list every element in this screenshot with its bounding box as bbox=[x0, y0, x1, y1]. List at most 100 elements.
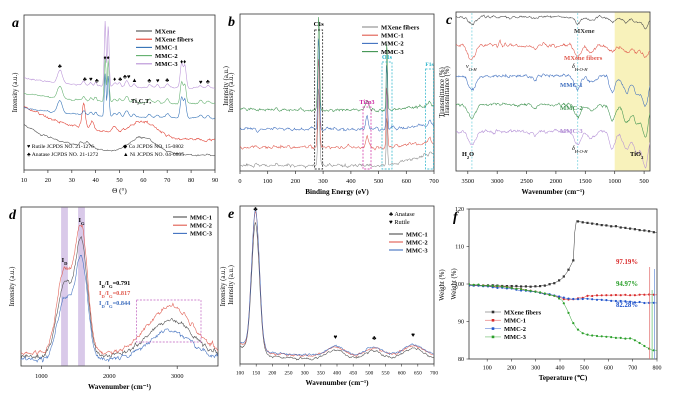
svg-text:MMC-1: MMC-1 bbox=[155, 45, 178, 52]
svg-text:MMC-2: MMC-2 bbox=[190, 223, 212, 230]
svg-text:300: 300 bbox=[301, 371, 309, 377]
svg-text:ID/IG=0.791: ID/IG=0.791 bbox=[99, 280, 130, 289]
svg-text:F1s: F1s bbox=[425, 62, 433, 68]
svg-text:200: 200 bbox=[507, 366, 516, 372]
svg-text:1000: 1000 bbox=[35, 373, 48, 380]
svg-text:MXene fibers: MXene fibers bbox=[155, 37, 194, 44]
svg-text:110: 110 bbox=[455, 245, 464, 251]
svg-text:♥: ♥ bbox=[156, 78, 160, 84]
svg-text:Intensity (a.u.): Intensity (a.u.) bbox=[228, 265, 235, 305]
svg-text:400: 400 bbox=[346, 178, 355, 185]
svg-text:1500: 1500 bbox=[579, 178, 592, 185]
svg-text:b: b bbox=[228, 15, 235, 30]
svg-text:♣: ♣ bbox=[165, 78, 169, 84]
svg-text:350: 350 bbox=[317, 371, 325, 377]
svg-text:Intensity (a.u.): Intensity (a.u.) bbox=[228, 73, 235, 113]
svg-text:d: d bbox=[9, 208, 17, 223]
svg-text:♣: ♣ bbox=[206, 79, 210, 85]
svg-text:MMC-3: MMC-3 bbox=[406, 247, 428, 254]
svg-text:650: 650 bbox=[414, 371, 422, 377]
svg-text:2000: 2000 bbox=[103, 373, 116, 380]
svg-text:40: 40 bbox=[92, 177, 98, 184]
svg-text:30: 30 bbox=[69, 177, 75, 184]
svg-text:♣: ♣ bbox=[253, 206, 258, 213]
svg-text:C1s: C1s bbox=[314, 21, 325, 28]
svg-text:MMC-1: MMC-1 bbox=[560, 82, 583, 89]
svg-text:0: 0 bbox=[238, 178, 241, 185]
svg-text:Wavenumber (cm⁻¹): Wavenumber (cm⁻¹) bbox=[305, 379, 369, 387]
svg-text:c: c bbox=[446, 13, 453, 28]
svg-text:H2O: H2O bbox=[462, 151, 474, 160]
svg-text:MMC-2: MMC-2 bbox=[504, 326, 526, 333]
svg-text:δH-O-H: δH-O-H bbox=[572, 64, 588, 72]
svg-text:700: 700 bbox=[429, 178, 438, 185]
svg-text:3000: 3000 bbox=[171, 373, 184, 380]
svg-text:MXene: MXene bbox=[574, 28, 595, 35]
svg-text:100: 100 bbox=[263, 178, 272, 185]
svg-text:♦♦: ♦♦ bbox=[180, 60, 186, 66]
svg-text:250: 250 bbox=[285, 371, 293, 377]
svg-text:♣ Anatase: ♣ Anatase bbox=[389, 211, 415, 218]
svg-text:800: 800 bbox=[653, 366, 662, 372]
svg-text:▲: ▲ bbox=[132, 78, 138, 84]
svg-text:♣: ♣ bbox=[83, 77, 87, 83]
svg-text:60: 60 bbox=[140, 177, 146, 184]
svg-text:♥: ♥ bbox=[89, 77, 93, 83]
svg-text:MXene fibers: MXene fibers bbox=[564, 55, 603, 62]
svg-text:300: 300 bbox=[531, 366, 540, 372]
svg-text:MMC-3: MMC-3 bbox=[560, 128, 583, 135]
svg-text:Θ (°): Θ (°) bbox=[112, 187, 127, 195]
svg-text:ID/IG=0.844: ID/IG=0.844 bbox=[99, 300, 131, 309]
svg-text:♣: ♣ bbox=[118, 77, 122, 83]
svg-text:20: 20 bbox=[45, 177, 51, 184]
svg-text:MXene: MXene bbox=[155, 28, 176, 35]
svg-text:♥: ♥ bbox=[333, 334, 337, 341]
svg-text:82.28%: 82.28% bbox=[616, 302, 638, 309]
svg-text:Ti2p3: Ti2p3 bbox=[360, 100, 375, 106]
svg-text:MMC-1: MMC-1 bbox=[406, 231, 428, 238]
svg-text:80: 80 bbox=[188, 177, 194, 184]
svg-text:♦: ♦ bbox=[113, 77, 116, 83]
svg-text:3000: 3000 bbox=[491, 178, 504, 185]
svg-text:♣ Anatase JCPDS NO. 21-1272: ♣ Anatase JCPDS NO. 21-1272 bbox=[27, 152, 98, 158]
svg-text:Ti₃C₂Tₓ: Ti₃C₂Tₓ bbox=[131, 98, 151, 105]
svg-text:a: a bbox=[12, 16, 19, 31]
svg-text:200: 200 bbox=[268, 371, 276, 377]
svg-text:80: 80 bbox=[458, 357, 464, 363]
svg-text:150: 150 bbox=[252, 371, 260, 377]
svg-text:50: 50 bbox=[116, 177, 122, 184]
svg-text:500: 500 bbox=[639, 178, 648, 185]
svg-text:MMC-2: MMC-2 bbox=[381, 41, 404, 48]
svg-text:MMC-1: MMC-1 bbox=[504, 318, 526, 325]
svg-text:MMC-3: MMC-3 bbox=[190, 231, 212, 238]
svg-text:500: 500 bbox=[374, 178, 383, 185]
svg-text:♣: ♣ bbox=[95, 78, 99, 84]
svg-text:600: 600 bbox=[402, 178, 411, 185]
svg-text:700: 700 bbox=[628, 366, 637, 372]
svg-text:90: 90 bbox=[212, 177, 218, 184]
svg-text:e: e bbox=[228, 207, 234, 222]
svg-text:♦♦: ♦♦ bbox=[104, 56, 110, 62]
svg-text:400: 400 bbox=[333, 371, 341, 377]
svg-text:MMC-3: MMC-3 bbox=[504, 334, 526, 341]
svg-text:Intensity (a.u.): Intensity (a.u.) bbox=[12, 73, 19, 113]
svg-text:MXene fibers: MXene fibers bbox=[381, 24, 420, 31]
svg-text:♣♥: ♣♥ bbox=[123, 75, 131, 81]
svg-text:97.19%: 97.19% bbox=[616, 259, 638, 266]
svg-text:MXene fibers: MXene fibers bbox=[504, 309, 542, 316]
svg-text:550: 550 bbox=[382, 371, 390, 377]
svg-text:600: 600 bbox=[604, 366, 613, 372]
svg-text:Weight (%): Weight (%) bbox=[439, 269, 446, 300]
svg-text:♥: ♥ bbox=[199, 80, 203, 86]
svg-text:700: 700 bbox=[430, 371, 438, 377]
svg-text:MMC-3: MMC-3 bbox=[155, 61, 178, 68]
svg-text:10: 10 bbox=[21, 177, 27, 184]
svg-text:2500: 2500 bbox=[520, 178, 533, 185]
svg-text:600: 600 bbox=[398, 371, 406, 377]
svg-text:300: 300 bbox=[318, 178, 327, 185]
svg-text:100: 100 bbox=[236, 371, 244, 377]
svg-text:◆ Co JCPDS NO. 15-0802: ◆ Co JCPDS NO. 15-0802 bbox=[123, 144, 184, 150]
svg-text:νO-H: νO-H bbox=[466, 64, 477, 72]
svg-text:MMC-1: MMC-1 bbox=[190, 214, 212, 221]
svg-text:1000: 1000 bbox=[608, 178, 621, 185]
